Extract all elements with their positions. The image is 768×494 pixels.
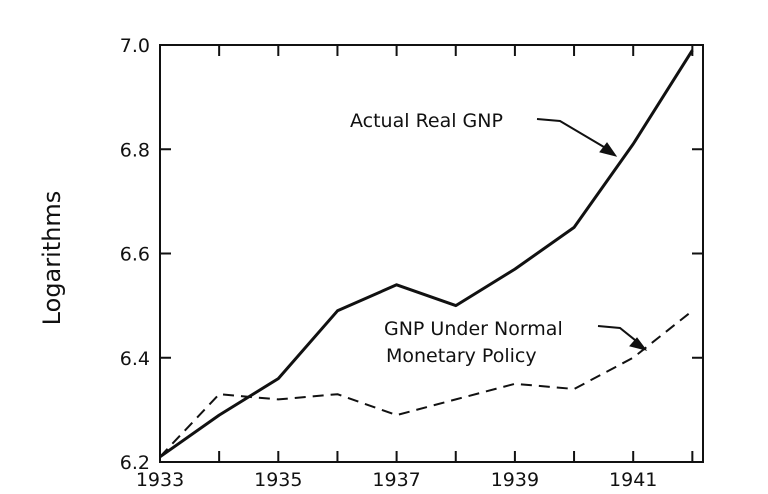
y-tick-label: 6.6 xyxy=(120,244,150,266)
annotation-arrows xyxy=(536,118,648,351)
y-axis-label: Logarithms xyxy=(38,191,66,326)
x-tick-label: 1935 xyxy=(254,469,302,491)
series-layer xyxy=(159,49,694,459)
y-tick-label: 7.0 xyxy=(120,35,150,57)
arrow-normal-policy-shaft xyxy=(597,325,641,345)
x-tick-label: 1937 xyxy=(372,469,420,491)
annotation-normal-policy-line2: Monetary Policy xyxy=(386,345,537,367)
y-tick-label: 6.8 xyxy=(120,139,150,161)
plot-frame xyxy=(159,44,704,463)
y-tick-label: 6.2 xyxy=(120,452,150,474)
x-tick-label: 1939 xyxy=(491,469,539,491)
annotation-normal-policy-line1: GNP Under Normal xyxy=(384,318,563,340)
x-tick-label: 1941 xyxy=(609,469,657,491)
arrow-normal-policy-head xyxy=(629,337,648,351)
axes-layer: 1933 1935 1937 1939 1941 6.2 6.4 6.6 6.8 7.0 xyxy=(120,35,704,491)
arrow-actual-gnp-shaft xyxy=(536,118,610,151)
arrow-actual-gnp-head xyxy=(599,142,618,157)
series-normal-policy-gnp xyxy=(159,310,694,458)
x-tick-label: 1933 xyxy=(136,469,184,491)
y-tick-label: 6.4 xyxy=(120,348,150,370)
annotation-actual-gnp: Actual Real GNP xyxy=(350,110,503,132)
